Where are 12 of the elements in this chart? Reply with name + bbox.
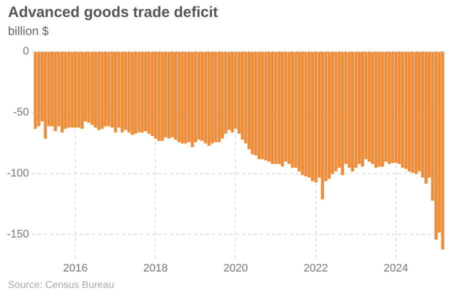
y-tick-label: -50 <box>13 106 30 119</box>
y-tick-label: -150 <box>6 228 30 240</box>
chart-title: Advanced goods trade deficit <box>8 4 218 21</box>
x-tick-label: 2016 <box>63 262 88 274</box>
y-tick-label: -100 <box>6 168 30 180</box>
x-tick-label: 2024 <box>384 262 408 274</box>
x-tick-label: 2020 <box>223 262 248 274</box>
chart-subtitle: billion $ <box>8 24 49 38</box>
source-note: Source: Census Bureau <box>8 280 114 291</box>
x-tick-label: 2022 <box>304 262 328 274</box>
x-tick-label: 2018 <box>143 262 168 274</box>
y-tick-label: 0 <box>22 46 30 58</box>
